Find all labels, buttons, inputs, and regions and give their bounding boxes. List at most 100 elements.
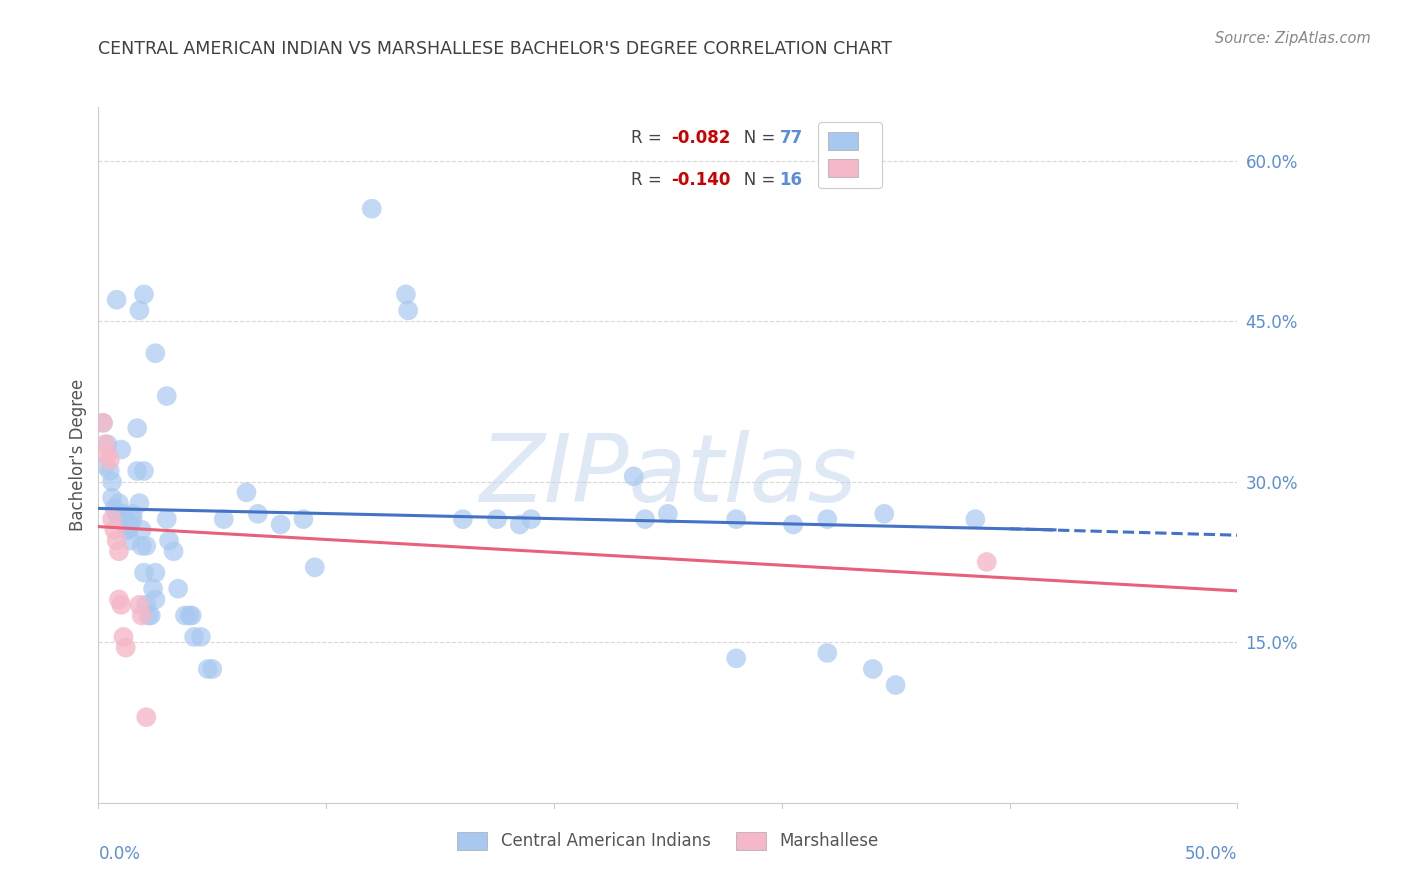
Point [101,475,124,489]
Point [94,437,117,451]
Point [162,544,184,558]
Point [96,448,118,462]
Point [246,507,269,521]
Point [396,303,419,318]
Point [201,662,224,676]
Point [292,512,315,526]
Point [138,608,160,623]
Point [815,646,838,660]
Point [976,555,998,569]
Point [142,582,165,596]
Point [117,523,139,537]
Point [139,608,162,623]
Point [103,523,125,537]
Point [101,491,124,505]
Text: CENTRAL AMERICAN INDIAN VS MARSHALLESE BACHELOR'S DEGREE CORRELATION CHART: CENTRAL AMERICAN INDIAN VS MARSHALLESE B… [98,40,893,58]
Point [145,346,167,360]
Point [132,566,155,580]
Point [112,630,135,644]
Point [128,598,150,612]
Point [98,453,121,467]
Point [108,544,131,558]
Point [91,416,114,430]
Point [180,608,202,623]
Point [157,533,180,548]
Point [98,464,121,478]
Text: N =: N = [728,129,780,147]
Point [105,533,128,548]
Point [108,496,131,510]
Text: 50.0%: 50.0% [1185,845,1237,863]
Point [965,512,987,526]
Point [657,507,679,521]
Point [94,458,117,473]
Point [105,507,128,521]
Point [128,496,150,510]
Point [131,523,153,537]
Point [145,566,167,580]
Point [110,598,132,612]
Point [110,512,132,526]
Point [451,512,474,526]
Point [135,598,157,612]
Point [131,539,153,553]
Point [91,416,114,430]
Point [121,512,143,526]
Point [520,512,543,526]
Text: 0.0%: 0.0% [98,845,141,863]
Point [112,512,135,526]
Point [108,512,131,526]
Point [197,662,219,676]
Point [304,560,326,574]
Point [167,582,190,596]
Point [884,678,907,692]
Point [235,485,257,500]
Point [270,517,292,532]
Point [114,512,136,526]
Point [105,293,128,307]
Point [486,512,509,526]
Point [117,523,139,537]
Point [815,512,838,526]
Point [509,517,531,532]
Text: -0.082: -0.082 [671,129,731,147]
Text: ZIPatlas: ZIPatlas [479,430,856,521]
Point [103,501,125,516]
Point [190,630,212,644]
Point [114,517,136,532]
Legend: Central American Indians, Marshallese: Central American Indians, Marshallese [451,825,884,857]
Point [725,512,748,526]
Point [110,442,132,457]
Point [135,710,157,724]
Point [145,592,167,607]
Text: R =: R = [631,129,668,147]
Text: R =: R = [631,171,668,189]
Point [114,640,136,655]
Text: N =: N = [728,171,780,189]
Point [156,512,179,526]
Point [395,287,418,301]
Point [131,608,153,623]
Point [212,512,235,526]
Point [120,533,142,548]
Point [725,651,748,665]
Point [634,512,657,526]
Point [360,202,382,216]
Text: 16: 16 [779,171,803,189]
Point [623,469,645,483]
Point [127,464,149,478]
Point [135,539,157,553]
Point [132,287,155,301]
Point [108,592,131,607]
Point [174,608,197,623]
Point [101,512,124,526]
Y-axis label: Bachelor's Degree: Bachelor's Degree [69,379,87,531]
Point [782,517,804,532]
Point [96,437,118,451]
Point [862,662,884,676]
Point [132,464,155,478]
Text: Source: ZipAtlas.com: Source: ZipAtlas.com [1215,31,1371,46]
Text: -0.140: -0.140 [671,171,731,189]
Point [127,421,149,435]
Point [179,608,201,623]
